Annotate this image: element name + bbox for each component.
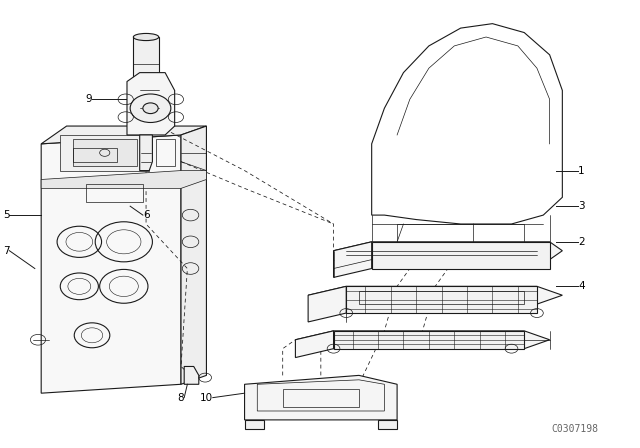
- Polygon shape: [60, 135, 149, 171]
- Polygon shape: [333, 242, 372, 277]
- Polygon shape: [181, 126, 207, 384]
- Text: 2: 2: [578, 237, 585, 247]
- Text: 4: 4: [578, 281, 585, 291]
- Polygon shape: [73, 139, 136, 166]
- Polygon shape: [41, 171, 207, 188]
- Polygon shape: [333, 331, 524, 349]
- Text: 5: 5: [3, 210, 10, 220]
- Polygon shape: [372, 24, 563, 224]
- Text: 6: 6: [143, 210, 150, 220]
- Polygon shape: [244, 375, 397, 420]
- Polygon shape: [308, 286, 346, 322]
- Text: 10: 10: [200, 392, 212, 403]
- Circle shape: [143, 103, 158, 114]
- Polygon shape: [372, 242, 550, 268]
- Text: 8: 8: [177, 392, 184, 403]
- Polygon shape: [378, 420, 397, 429]
- Text: C0307198: C0307198: [552, 424, 598, 434]
- Text: 7: 7: [3, 246, 10, 256]
- Polygon shape: [296, 331, 550, 349]
- Polygon shape: [333, 242, 563, 260]
- Polygon shape: [140, 135, 152, 171]
- Polygon shape: [41, 135, 181, 393]
- Text: 3: 3: [578, 201, 585, 211]
- Polygon shape: [127, 73, 175, 135]
- Polygon shape: [184, 366, 199, 384]
- Circle shape: [130, 94, 171, 122]
- Polygon shape: [133, 37, 159, 82]
- Polygon shape: [41, 126, 207, 144]
- Polygon shape: [308, 286, 563, 304]
- Ellipse shape: [133, 34, 159, 41]
- Polygon shape: [296, 331, 333, 358]
- Text: 9: 9: [85, 95, 92, 104]
- Polygon shape: [244, 420, 264, 429]
- Polygon shape: [346, 286, 537, 313]
- Text: 1: 1: [578, 166, 585, 176]
